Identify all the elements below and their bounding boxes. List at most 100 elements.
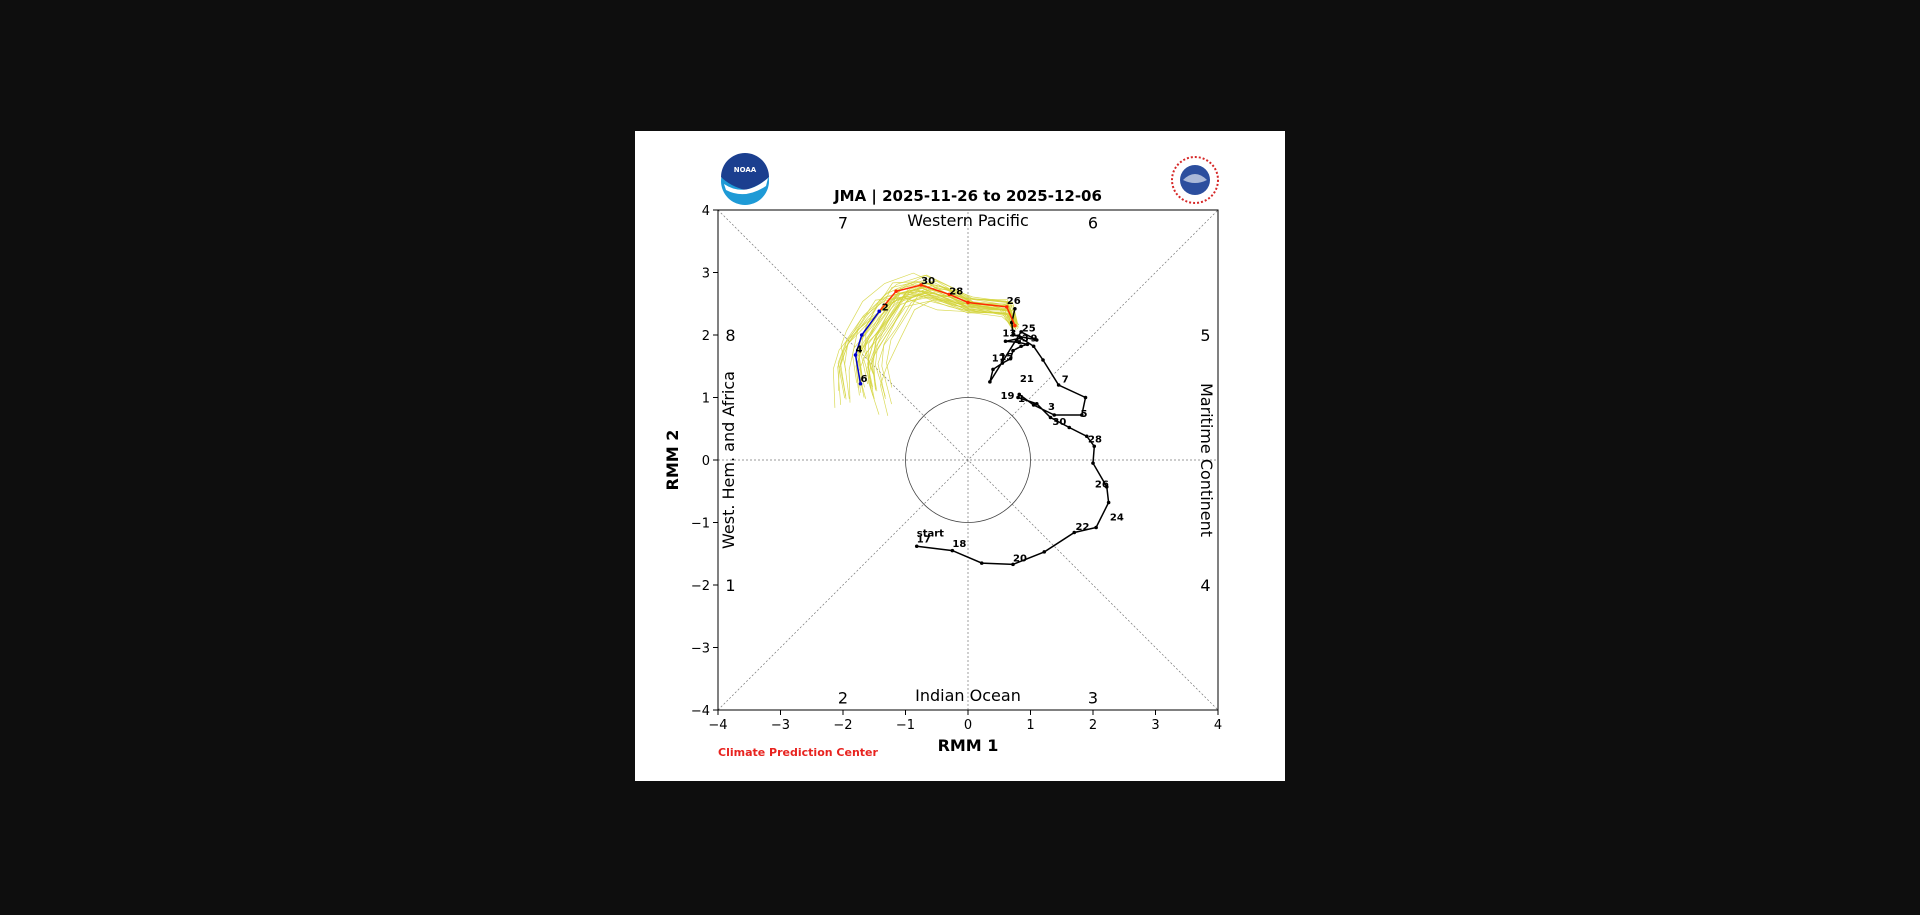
x-tick-label: −3 [771, 718, 790, 733]
forecast-late-point [877, 309, 882, 314]
observed-point [1056, 383, 1061, 387]
observed-day-label: 17 [917, 535, 931, 546]
y-tick-label: 3 [702, 267, 710, 282]
x-tick-label: 1 [1026, 718, 1034, 733]
phase-label: 1 [725, 576, 735, 595]
credit-label: Climate Prediction Center [718, 746, 878, 759]
observed-point [1104, 485, 1109, 489]
observed-point [1013, 306, 1017, 311]
observed-day-label: 28 [1088, 435, 1102, 446]
observed-point [914, 544, 919, 549]
observed-day-label: 19 [1001, 391, 1015, 402]
observed-day-label: 25 [1022, 323, 1036, 334]
ensemble-member-line [873, 285, 1014, 391]
forecast-early-day-label: 26 [1007, 296, 1021, 307]
observed-point [1106, 500, 1111, 505]
observed-day-label: 17 [992, 353, 1006, 364]
observed-point [1008, 356, 1013, 361]
figure-background [635, 131, 1285, 781]
nws-logo [1171, 156, 1219, 204]
ensemble-member-line [886, 285, 1014, 388]
phase-label: 8 [725, 326, 735, 345]
observed-day-label: 3 [1048, 402, 1055, 413]
forecast-late-track [854, 310, 880, 384]
observed-day-label: 5 [1081, 409, 1088, 420]
x-axis-label: RMM 1 [938, 736, 999, 755]
observed-point [1041, 358, 1045, 362]
observed-day-label: 23 [1015, 333, 1029, 344]
phase-label: 3 [1088, 689, 1098, 708]
ensemble-member-line [855, 280, 1016, 388]
ensemble-member-line [867, 287, 1018, 400]
forecast-late-point [853, 353, 858, 357]
ensemble-member-line [858, 290, 1018, 386]
observed-point [1011, 333, 1015, 337]
observed-point [1091, 461, 1095, 465]
observed-day-label: 1 [1018, 394, 1025, 405]
observed-point [1083, 395, 1088, 400]
forecast-early-point [1004, 305, 1009, 309]
phase-label: 4 [1200, 576, 1210, 595]
observed-point [1084, 434, 1089, 439]
forecast-early-day-label: 30 [921, 276, 935, 287]
observed-day-label: 18 [952, 539, 966, 550]
chart-title: JMA | 2025-11-26 to 2025-12-06 [833, 187, 1102, 206]
observed-day-label: start [917, 528, 944, 539]
phase-label: 2 [838, 689, 848, 708]
observed-day-label: 13 [1002, 328, 1016, 339]
observed-point [1042, 550, 1047, 554]
observed-point [950, 548, 955, 553]
observed-point [1019, 330, 1023, 334]
region-label-right: Maritime Continent [1197, 383, 1216, 537]
y-axis-label: RMM 2 [663, 430, 682, 491]
observed-point [1034, 401, 1039, 406]
x-tick-label: 3 [1151, 718, 1159, 733]
y-tick-label: −1 [691, 517, 710, 532]
y-tick-label: 0 [702, 454, 710, 469]
observed-day-label: 24 [1110, 513, 1124, 524]
y-tick-label: 4 [702, 204, 710, 219]
forecast-early-point [947, 292, 952, 297]
region-label-left: West. Hem. and Africa [719, 371, 738, 549]
noaa-logo: NOAA [721, 153, 769, 205]
ensemble-member-line [865, 281, 1011, 376]
ensemble-member-line [881, 289, 1017, 405]
observed-point [1017, 392, 1022, 397]
observed-point [979, 561, 984, 565]
observed-point [1072, 530, 1077, 535]
region-label-top: Western Pacific [907, 211, 1029, 230]
observed-day-label: 9 [1031, 333, 1038, 344]
ensemble-member-line [867, 300, 1012, 415]
observed-point [1052, 413, 1057, 417]
observed-point [1019, 336, 1023, 340]
observed-point [1017, 340, 1022, 345]
observed-point [1067, 425, 1072, 430]
forecast-late-day-label: 6 [861, 374, 868, 385]
y-tick-label: −3 [691, 642, 710, 657]
forecast-early-point [919, 283, 923, 287]
observed-point [988, 380, 992, 384]
forecast-late-day-label: 4 [856, 345, 863, 356]
x-tick-label: 0 [964, 718, 972, 733]
phase-label: 7 [838, 214, 848, 233]
forecast-early-day-label: 28 [949, 286, 963, 297]
observed-day-label: 15 [999, 352, 1013, 363]
y-tick-label: 2 [702, 329, 710, 344]
observed-point [1092, 444, 1097, 449]
observed-day-label: 22 [1076, 522, 1090, 533]
y-tick-label: −4 [691, 704, 710, 719]
observed-point [1031, 344, 1036, 349]
observed-point [991, 367, 995, 372]
phase-label: 6 [1088, 214, 1098, 233]
y-tick-label: 1 [702, 392, 710, 407]
x-tick-label: −4 [708, 718, 727, 733]
x-tick-label: −2 [833, 718, 852, 733]
amplitude-circle [905, 397, 1031, 523]
observed-point [1011, 348, 1015, 353]
observed-point [1031, 403, 1036, 407]
observed-day-label: 21 [1020, 374, 1034, 385]
observed-point [1034, 338, 1039, 342]
